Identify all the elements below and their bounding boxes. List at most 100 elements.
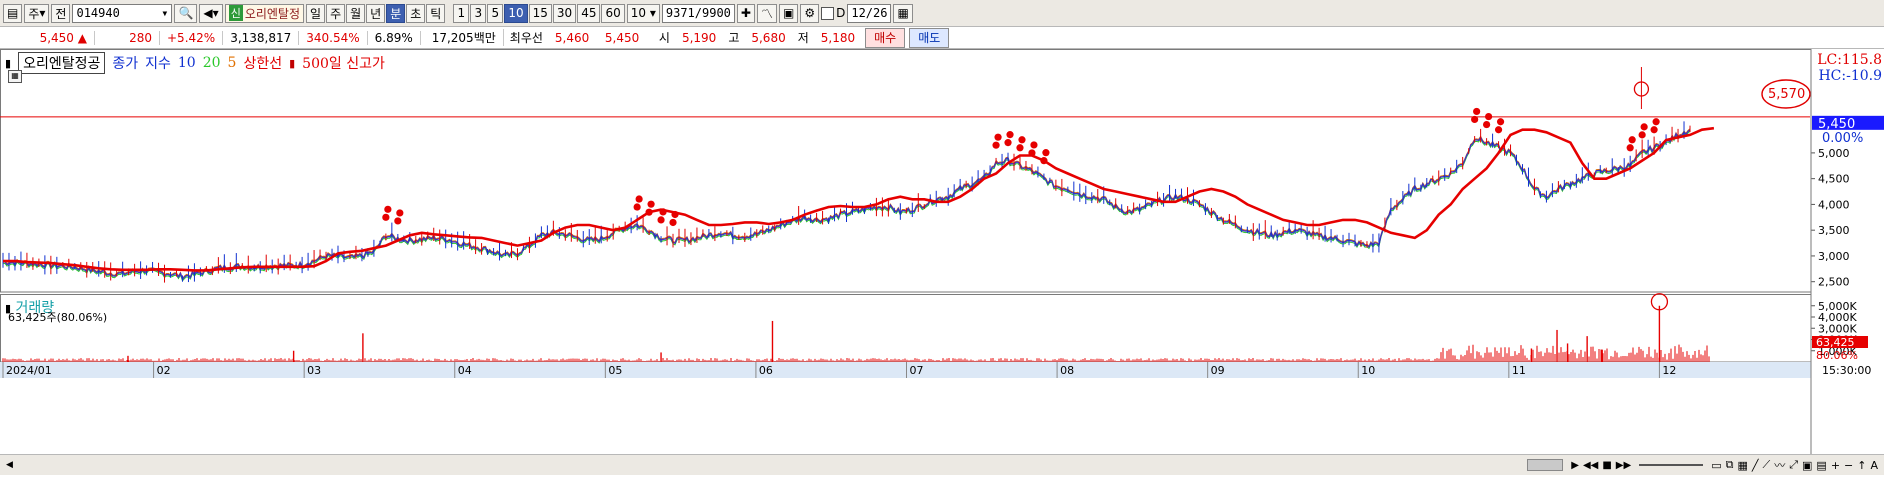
interval-button-1[interactable]: 3	[470, 3, 487, 23]
zoom-in-icon[interactable]: +	[1830, 458, 1841, 472]
calendar-icon[interactable]: ▦	[893, 3, 913, 23]
high-marker	[635, 195, 643, 203]
low-label: 저	[797, 31, 809, 45]
circled-price-ring	[1761, 79, 1811, 109]
interval-button-6[interactable]: 45	[577, 3, 601, 23]
legend-limit: 상한선	[243, 56, 283, 72]
current-volume-ratio: 80.06%	[1816, 349, 1858, 362]
zoom-up-icon[interactable]: ↑	[1857, 458, 1867, 472]
legend-index: 지수	[145, 56, 171, 72]
draw-zigzag-icon[interactable]: 〰	[1774, 459, 1786, 472]
price-legend: ▮ 오리엔탈정공 종가 지수 10 20 5 상한선 ▮ 500일 신고가	[5, 52, 385, 74]
date-value: 12/26	[851, 6, 888, 20]
high-marker	[659, 208, 667, 216]
interval-button-7[interactable]: 60	[601, 3, 625, 23]
volume-event-circle	[1650, 293, 1669, 311]
legend-ma10: 10	[177, 55, 196, 71]
period-button-0[interactable]: 일	[306, 3, 326, 23]
high-marker	[1016, 144, 1024, 152]
scroll-thumb[interactable]	[1527, 459, 1564, 471]
code-input[interactable]: 014940 ▾	[72, 3, 173, 23]
ask-price: 5,460	[554, 30, 590, 45]
chart-svg[interactable]: 5,000 4,500 4,000 3,500 3,000 2,500 5,4500.00%…	[0, 49, 1884, 474]
prev-button[interactable]: 전	[51, 3, 71, 23]
chart-area[interactable]: 5,000 4,500 4,000 3,500 3,000 2,500 5,450 0.00%…	[0, 49, 1884, 474]
panel-handle-icon[interactable]: ▮	[5, 56, 12, 70]
interval-button-4[interactable]: 15	[528, 3, 552, 23]
x-tick-label: 2024/01	[6, 364, 52, 377]
interval-button-3[interactable]: 10	[504, 3, 528, 23]
save-icon[interactable]: ▣	[778, 3, 799, 23]
gear-icon[interactable]: ⚙	[800, 3, 820, 23]
scrollbar[interactable]: ◀ ▶ ◀◀ ■ ▶▶ ▭ ⧉ ▦ ╱ ⟋ 〰 ⤢ ▣ ▤ + − ↑ A	[0, 454, 1884, 475]
period-button-2[interactable]: 월	[346, 3, 366, 23]
x-tick-label: 05	[608, 364, 622, 377]
interval-button-0[interactable]: 1	[453, 3, 470, 23]
interval-button-5[interactable]: 30	[552, 3, 577, 23]
crosshair-icon[interactable]: ✚	[736, 3, 755, 23]
bar-count[interactable]: 9371/9900	[661, 3, 735, 23]
date-input[interactable]: 12/26	[847, 3, 892, 23]
copy-icon[interactable]: ⧉	[1725, 458, 1734, 471]
measure-icon[interactable]: ⤢	[1789, 458, 1798, 471]
zoom-reset-icon[interactable]: ▭	[1711, 458, 1722, 472]
window-icon[interactable]: ▣	[1802, 458, 1813, 472]
high-marker	[1040, 157, 1048, 165]
interval-button-2[interactable]: 5	[487, 3, 504, 23]
period-button-5[interactable]: 초	[406, 3, 426, 23]
current-volume-box	[1812, 336, 1868, 348]
period-button-4[interactable]: 분	[386, 3, 406, 23]
volume-tick-label: 5,000K	[1818, 300, 1857, 313]
window-menu-icon[interactable]: ▤	[3, 3, 23, 23]
period-button-3[interactable]: 년	[366, 3, 386, 23]
high-marker	[1638, 131, 1646, 139]
chevron-down-icon[interactable]: ▾	[161, 6, 169, 20]
date-toggle[interactable]: D	[821, 6, 845, 20]
best-quote-label: 최우선	[509, 31, 543, 45]
high-marker	[1006, 131, 1014, 139]
current-change-label: 0.00%	[1822, 131, 1863, 146]
period-button-1[interactable]: 주	[326, 3, 346, 23]
price-tick-label: 3,500	[1818, 224, 1850, 237]
lc-value: LC:115.8	[1817, 52, 1882, 68]
stock-name-box[interactable]: 신 오리엔탈정	[224, 3, 305, 23]
high-marker	[1494, 126, 1503, 134]
period-button-6[interactable]: 틱	[426, 3, 446, 23]
play-icon[interactable]: ▶	[1571, 459, 1579, 471]
text-tool-icon[interactable]: A	[1870, 458, 1878, 472]
high-marker	[657, 216, 665, 224]
zoom-slider[interactable]	[1639, 464, 1704, 466]
zoom-out-icon[interactable]: −	[1844, 458, 1854, 472]
market-select[interactable]: 주 ▾	[24, 3, 50, 23]
high-marker	[1483, 120, 1491, 129]
buy-button[interactable]: 매수	[865, 27, 906, 48]
panel-icon[interactable]: ▤	[1816, 458, 1827, 472]
new-badge: 신	[228, 5, 243, 21]
rewind-icon[interactable]: ◀◀	[1582, 459, 1599, 471]
circled-price-label: 5,570	[1768, 87, 1805, 102]
price-change: 280	[95, 30, 160, 45]
scroll-left-icon[interactable]: ◀	[6, 460, 13, 470]
interval-buttons: 1 3 5 10 15 30 45 60	[453, 3, 625, 23]
layout-icon[interactable]: ▦	[1737, 458, 1748, 472]
up-arrow-icon: ▲	[77, 30, 87, 45]
grid-toggle-icon[interactable]: ▦	[8, 70, 22, 83]
search-icon[interactable]: 🔍	[174, 3, 198, 23]
count-select[interactable]: 10 ▾	[626, 3, 660, 23]
volume-legend: ▮ 거래량	[5, 297, 54, 317]
sell-button[interactable]: 매도	[909, 27, 950, 48]
chart-type-icon[interactable]: 〽	[756, 3, 777, 23]
legend-500day-high: 500일 신고가	[302, 56, 385, 72]
fast-forward-icon[interactable]: ▶▶	[1615, 459, 1632, 471]
high-marker	[992, 141, 1000, 149]
speaker-icon[interactable]: ◀▾	[199, 3, 223, 23]
scroll-track[interactable]	[19, 459, 1564, 471]
price-tick-label: 4,000	[1818, 198, 1850, 211]
stop-icon[interactable]: ■	[1602, 459, 1612, 471]
draw-trend-icon[interactable]: ⟋	[1762, 458, 1771, 471]
x-tick-label: 10	[1361, 364, 1375, 377]
date-checkbox[interactable]	[821, 6, 835, 20]
high-marker	[396, 209, 404, 217]
volume-handle-icon[interactable]: ▮	[5, 302, 12, 315]
draw-line-icon[interactable]: ╱	[1751, 458, 1759, 472]
